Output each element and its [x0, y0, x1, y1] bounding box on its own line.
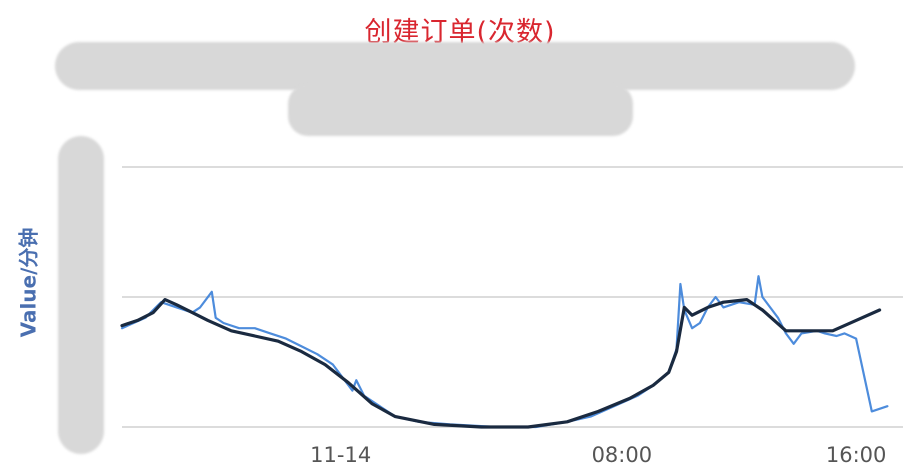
x-tick-label-2: 16:00 — [826, 443, 887, 467]
x-tick-label-1: 08:00 — [592, 443, 653, 467]
redaction-mark-top — [55, 42, 855, 90]
x-tick-label-0: 11-14 — [310, 443, 371, 467]
redaction-mark-left — [58, 136, 104, 454]
redaction-mark-middle — [288, 84, 633, 136]
series-line-smooth — [120, 298, 882, 429]
series-line-raw — [120, 275, 889, 429]
